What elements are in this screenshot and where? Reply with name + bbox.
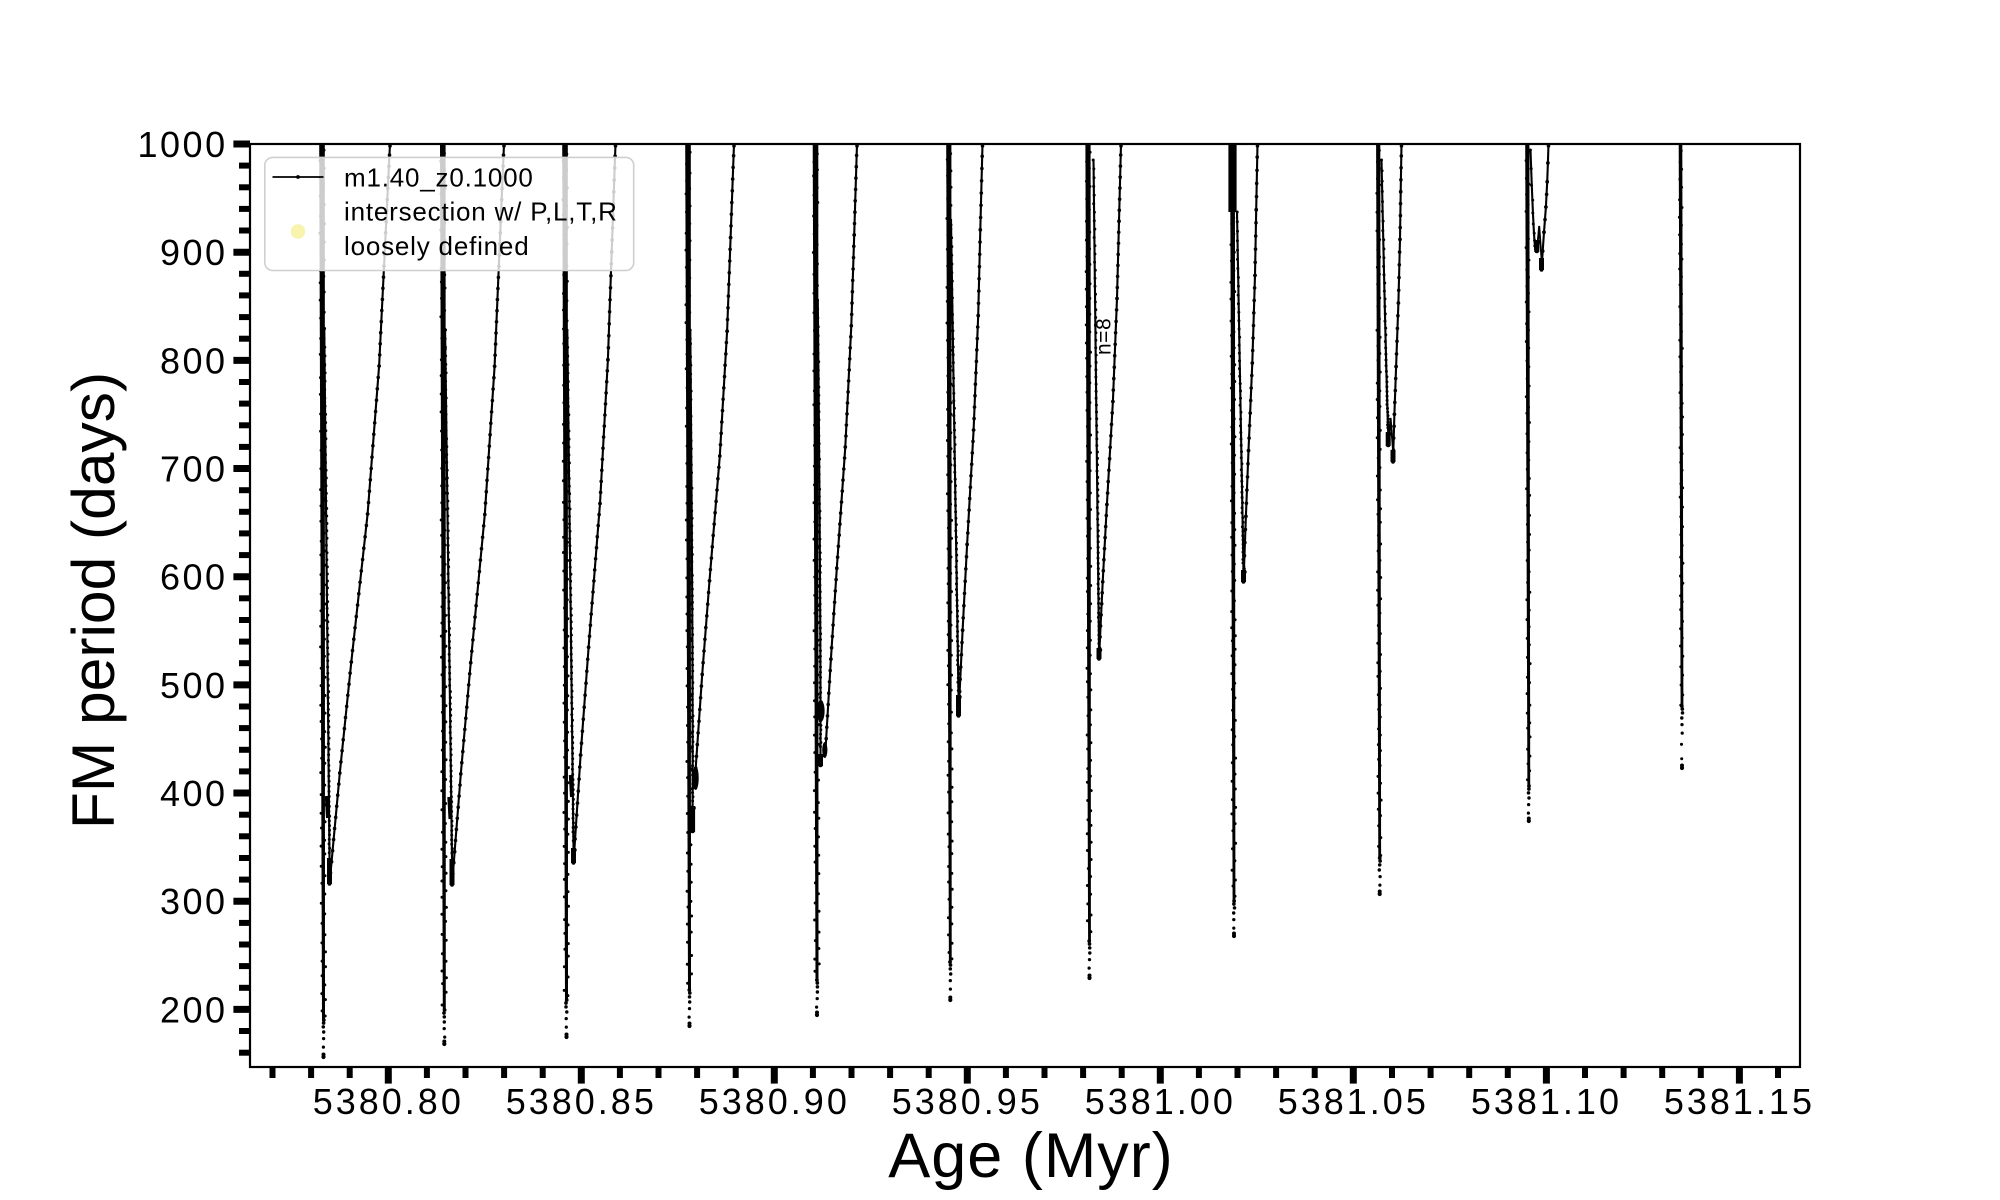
- svg-text:900: 900: [160, 232, 228, 273]
- svg-text:Age (Myr): Age (Myr): [888, 1121, 1174, 1191]
- svg-text:600: 600: [160, 557, 228, 598]
- svg-text:5381.10: 5381.10: [1471, 1081, 1622, 1122]
- svg-text:5380.80: 5380.80: [313, 1081, 464, 1122]
- svg-text:200: 200: [160, 989, 228, 1030]
- svg-text:n=8: n=8: [1093, 318, 1116, 355]
- svg-text:500: 500: [160, 665, 228, 706]
- svg-text:300: 300: [160, 881, 228, 922]
- svg-text:loosely defined: loosely defined: [344, 231, 529, 261]
- svg-text:5381.05: 5381.05: [1278, 1081, 1429, 1122]
- svg-text:800: 800: [160, 340, 228, 381]
- svg-text:5381.00: 5381.00: [1085, 1081, 1236, 1122]
- svg-text:intersection w/ P,L,T,R: intersection w/ P,L,T,R: [344, 197, 618, 227]
- svg-text:m1.40_z0.1000: m1.40_z0.1000: [344, 163, 534, 193]
- svg-text:700: 700: [160, 449, 228, 490]
- svg-text:5380.85: 5380.85: [506, 1081, 657, 1122]
- svg-text:1000: 1000: [138, 124, 228, 165]
- svg-text:5380.90: 5380.90: [699, 1081, 850, 1122]
- svg-text:FM period (days): FM period (days): [59, 372, 127, 829]
- svg-text:400: 400: [160, 773, 228, 814]
- svg-text:5380.95: 5380.95: [892, 1081, 1043, 1122]
- svg-text:5381.15: 5381.15: [1664, 1081, 1815, 1122]
